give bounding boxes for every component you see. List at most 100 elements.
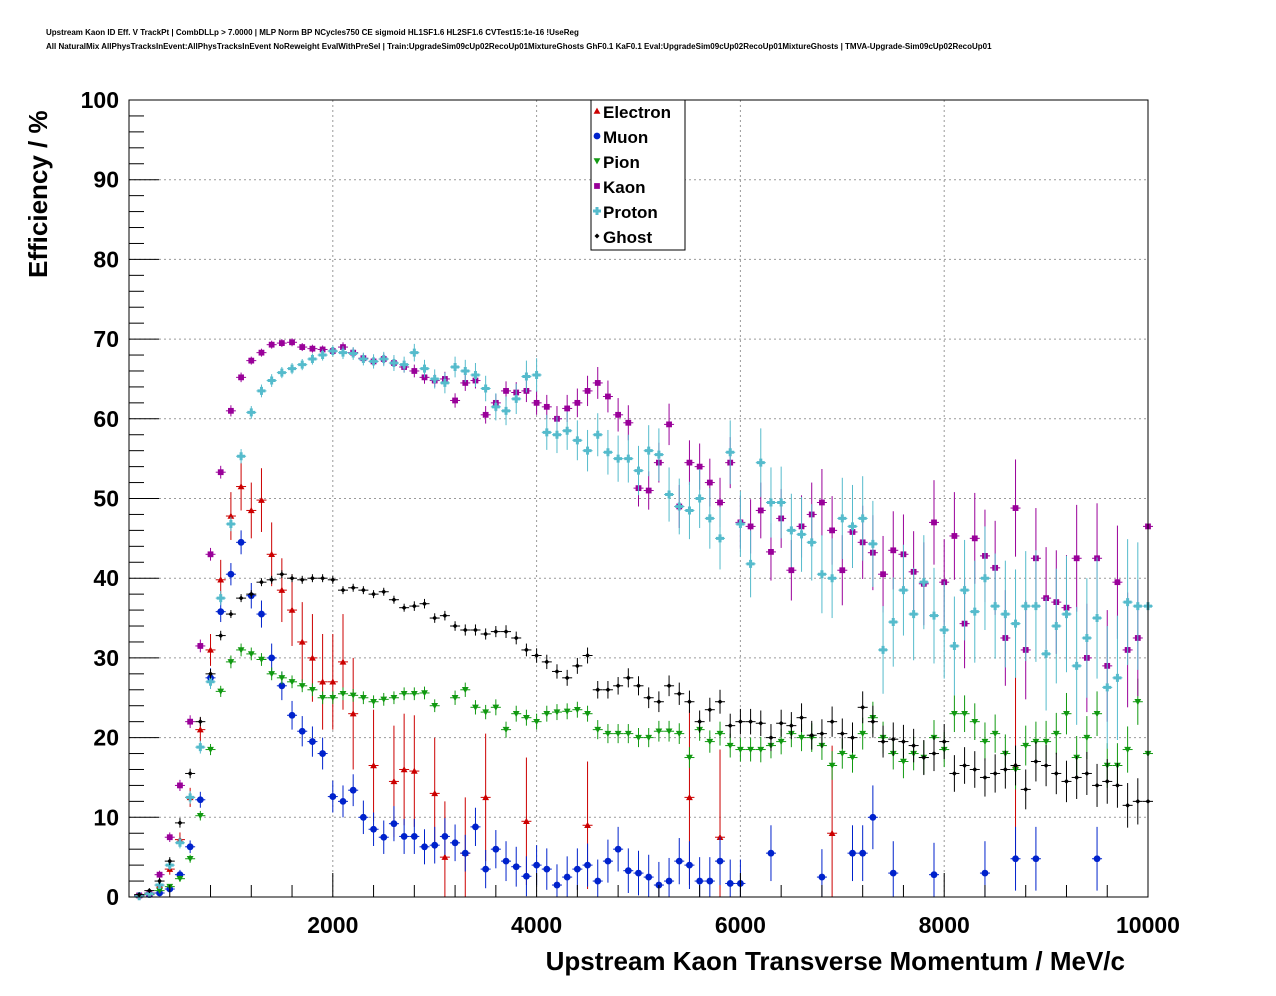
ghost-point [1063,778,1069,784]
proton-point [766,498,775,507]
kaon-point [747,523,754,530]
ghost-point [727,723,733,729]
electron-point [227,512,235,519]
proton-point [787,526,796,535]
muon-point [624,867,632,875]
muon-point [196,796,204,804]
muon-point [482,865,490,873]
kaon-point [788,567,795,574]
kaon-point [890,547,897,554]
muon-point [859,849,867,857]
ghost-point [982,774,988,780]
ghost-point [819,731,825,737]
muon-point [451,839,459,847]
series-pion [134,643,1153,900]
muon-point [543,865,551,873]
ghost-point [972,766,978,772]
pion-point [482,709,490,716]
ghost-point [574,663,580,669]
pion-point [258,656,265,663]
proton-point [1021,602,1030,611]
pion-point [207,746,214,753]
ghost-point [564,675,570,681]
pion-point [686,754,693,761]
pion-point [380,696,388,703]
proton-point [206,677,215,686]
y-tick-label: 20 [93,725,119,751]
pion-point [584,710,591,718]
pion-point [512,710,520,718]
electron-point [298,638,306,645]
ghost-point [269,577,275,583]
pion-point [431,703,439,710]
proton-point [980,574,989,583]
proton-point [1123,598,1132,607]
chart-header: Upstream Kaon ID Eff. V TrackPt | CombDL… [46,26,992,54]
ghost-point [136,892,142,898]
ghost-point [320,575,326,581]
pion-point [543,710,551,718]
kaon-point [1073,555,1080,562]
kaon-point [217,469,224,476]
kaon-point [605,393,611,400]
ghost-point [625,675,631,681]
electron-point [217,576,225,583]
kaon-point [156,871,163,878]
muon-point [227,570,235,578]
ghost-point [890,736,896,742]
ghost-point [676,691,682,697]
kaon-point [258,349,265,356]
proton-point [899,586,908,595]
proton-point [257,386,266,395]
proton-point [624,454,633,463]
proton-point [155,881,164,890]
y-axis-label: Efficiency / % [23,110,53,278]
electron-point [349,710,357,717]
muon-point [461,849,469,857]
x-tick-label: 2000 [307,912,358,938]
pion-point [573,706,581,714]
electron-point [247,507,255,514]
ghost-point [442,613,448,619]
muon-point [523,872,530,880]
pion-point [1052,730,1060,738]
kaon-point [238,374,244,381]
pion-point [838,750,846,757]
series-electron [134,462,1021,899]
proton-point [308,355,317,364]
kaon-point [951,533,958,539]
ghost-point [880,739,886,745]
ghost-point [615,683,621,689]
pion-point [410,691,418,698]
series-muon [134,530,1103,899]
proton-point [440,378,449,387]
kaon-point [880,571,886,578]
ghost-point [401,605,407,611]
ghost-point [503,629,509,635]
proton-point [848,522,857,531]
electron-point [441,853,449,860]
electron-point [196,726,204,733]
proton-point [175,838,184,847]
electron-point [278,586,286,593]
pion-point [665,728,673,735]
kaon-point [309,345,316,352]
proton-point [542,428,551,437]
ghost-point [523,647,529,653]
pion-point [329,695,337,702]
ghost-point [839,731,845,737]
pion-point [247,651,255,658]
series-ghost [134,570,1153,898]
proton-point [1001,610,1010,619]
ghost-point [544,659,550,665]
ghost-point [554,668,560,674]
muon-point [309,738,316,745]
ghost-point [778,720,784,726]
pion-point [1042,738,1050,745]
muon-point [237,538,245,546]
kaon-point [564,405,571,412]
pion-point [370,699,377,706]
kaon-point [931,519,937,526]
pion-point [706,738,714,745]
muon-point [635,869,642,877]
